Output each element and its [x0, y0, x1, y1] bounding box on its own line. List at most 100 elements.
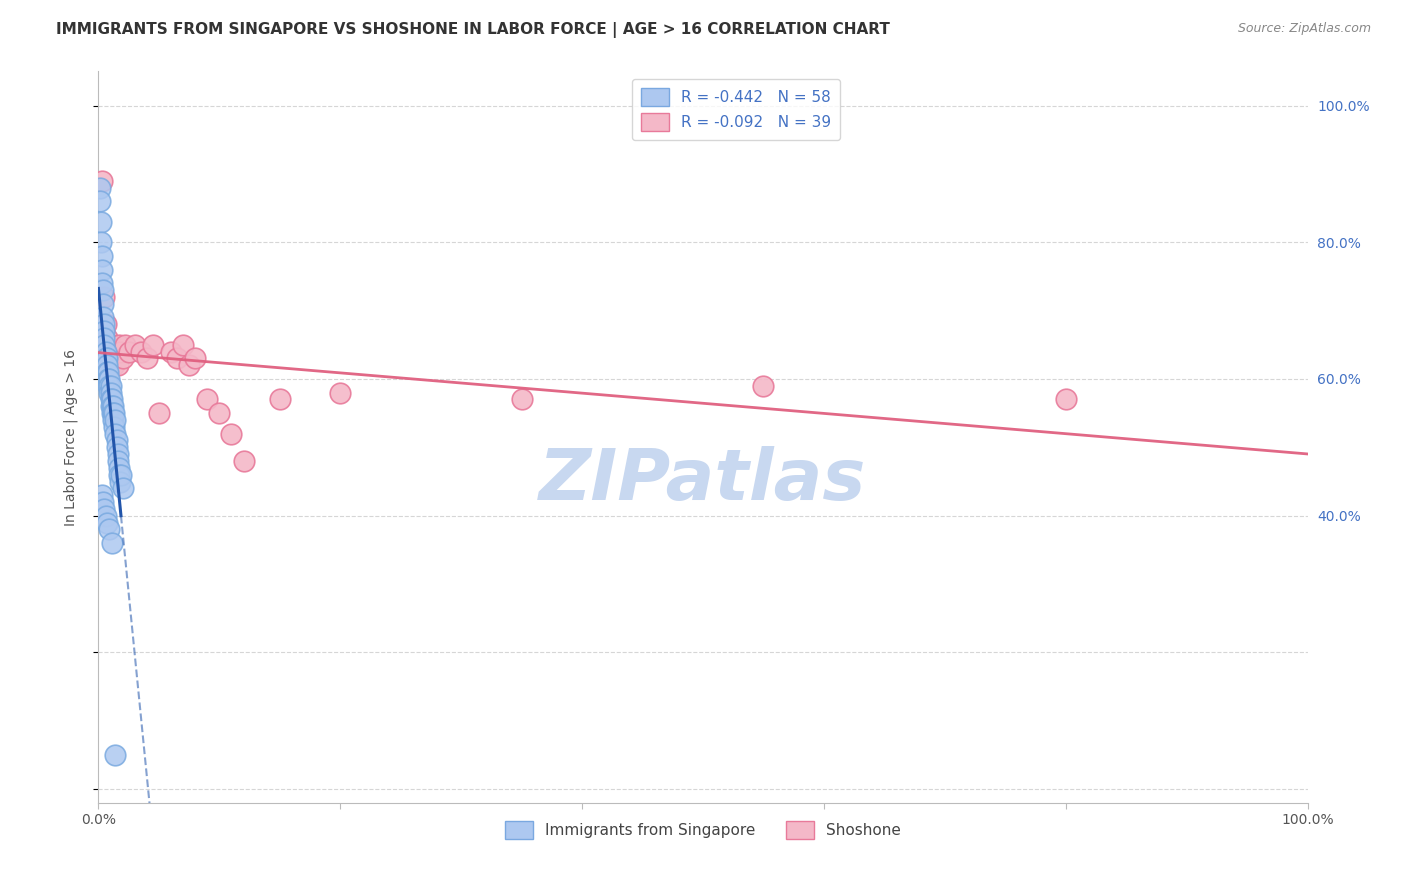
- Point: [93, 331, 115, 345]
- Point: [101, 351, 124, 366]
- Point: [100, 400, 122, 414]
- Point: [97, 344, 120, 359]
- Point: [124, 338, 146, 352]
- Point: [97, 338, 120, 352]
- Point: [100, 385, 122, 400]
- Point: [510, 392, 533, 407]
- Point: [184, 351, 207, 366]
- Point: [160, 344, 183, 359]
- Point: [105, 434, 128, 448]
- Point: [91, 283, 114, 297]
- Point: [97, 379, 120, 393]
- Point: [179, 359, 201, 373]
- Point: [100, 392, 122, 407]
- Point: [752, 379, 775, 393]
- Point: [107, 454, 129, 468]
- Point: [93, 290, 115, 304]
- Point: [100, 400, 122, 414]
- Point: [142, 338, 165, 352]
- Point: [208, 406, 231, 420]
- Point: [101, 400, 124, 414]
- Point: [100, 392, 122, 407]
- Point: [93, 501, 115, 516]
- Point: [96, 331, 118, 345]
- Point: [172, 338, 194, 352]
- Point: [96, 365, 118, 379]
- Point: [98, 522, 121, 536]
- Point: [96, 516, 118, 530]
- Point: [135, 351, 157, 366]
- Point: [103, 420, 125, 434]
- Point: [107, 359, 129, 373]
- Point: [118, 344, 141, 359]
- Point: [91, 488, 114, 502]
- Point: [94, 359, 117, 373]
- Point: [98, 385, 121, 400]
- Point: [1054, 392, 1077, 407]
- Point: [100, 351, 122, 366]
- Point: [93, 324, 115, 338]
- Point: [93, 318, 115, 332]
- Point: [91, 249, 114, 263]
- Point: [94, 344, 117, 359]
- Point: [96, 351, 118, 366]
- Point: [221, 426, 243, 441]
- Point: [91, 310, 114, 325]
- Point: [104, 413, 127, 427]
- Point: [104, 344, 127, 359]
- Point: [329, 385, 352, 400]
- Point: [97, 365, 120, 379]
- Legend: Immigrants from Singapore, Shoshone: Immigrants from Singapore, Shoshone: [498, 814, 908, 847]
- Point: [104, 747, 127, 762]
- Point: [89, 180, 111, 194]
- Point: [89, 194, 111, 209]
- Point: [93, 338, 115, 352]
- Text: ZIPatlas: ZIPatlas: [540, 447, 866, 516]
- Point: [232, 454, 254, 468]
- Point: [104, 426, 127, 441]
- Point: [100, 536, 122, 550]
- Point: [108, 467, 131, 482]
- Point: [195, 392, 218, 407]
- Point: [105, 351, 128, 366]
- Point: [91, 277, 114, 291]
- Point: [108, 338, 131, 352]
- Point: [105, 440, 128, 454]
- Point: [90, 235, 112, 250]
- Point: [103, 406, 125, 420]
- Point: [110, 467, 132, 482]
- Point: [94, 508, 117, 523]
- Point: [100, 406, 122, 420]
- Point: [114, 338, 136, 352]
- Point: [166, 351, 188, 366]
- Point: [101, 413, 124, 427]
- Point: [111, 351, 134, 366]
- Y-axis label: In Labor Force | Age > 16: In Labor Force | Age > 16: [63, 349, 77, 525]
- Point: [107, 447, 129, 461]
- Text: IMMIGRANTS FROM SINGAPORE VS SHOSHONE IN LABOR FORCE | AGE > 16 CORRELATION CHAR: IMMIGRANTS FROM SINGAPORE VS SHOSHONE IN…: [56, 22, 890, 38]
- Point: [98, 379, 121, 393]
- Point: [108, 344, 131, 359]
- Point: [100, 359, 122, 373]
- Point: [103, 359, 125, 373]
- Point: [148, 406, 170, 420]
- Point: [101, 406, 124, 420]
- Point: [108, 475, 131, 489]
- Point: [269, 392, 291, 407]
- Text: Source: ZipAtlas.com: Source: ZipAtlas.com: [1237, 22, 1371, 36]
- Point: [98, 372, 121, 386]
- Point: [96, 372, 118, 386]
- Point: [94, 351, 117, 366]
- Point: [91, 262, 114, 277]
- Point: [97, 372, 120, 386]
- Point: [129, 344, 152, 359]
- Point: [96, 359, 118, 373]
- Point: [111, 481, 134, 495]
- Point: [94, 318, 117, 332]
- Point: [98, 344, 121, 359]
- Point: [91, 297, 114, 311]
- Point: [91, 174, 114, 188]
- Point: [100, 379, 122, 393]
- Point: [108, 460, 131, 475]
- Point: [100, 338, 122, 352]
